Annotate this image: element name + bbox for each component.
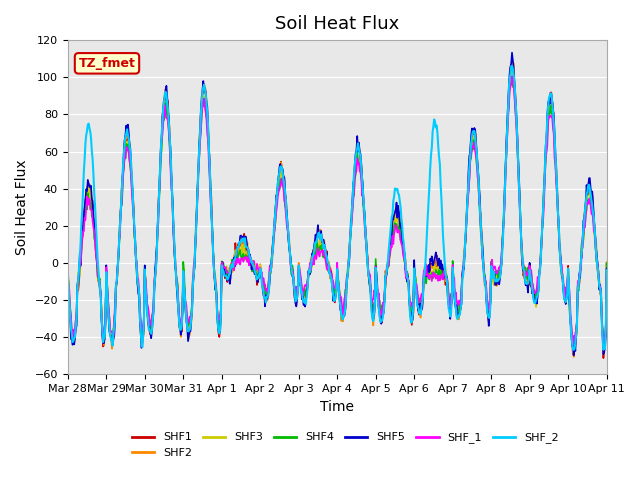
SHF_1 (426, 272, 434, 278)
SHF1 (600, 355, 607, 361)
Line: SHF5: SHF5 (68, 53, 640, 355)
SHF_2 (223, 274, 230, 280)
SHF2 (570, 354, 577, 360)
SHF3 (192, 227, 200, 232)
SHF5 (426, 256, 434, 262)
SHF_2 (444, 280, 451, 286)
SHF2 (192, 215, 200, 221)
SHF_2 (508, 63, 516, 69)
SHF4 (74, 278, 82, 284)
SHF4 (134, 282, 141, 288)
SHF2 (444, 277, 451, 283)
SHF3 (223, 264, 230, 269)
SHF3 (64, 265, 72, 271)
Line: SHF4: SHF4 (68, 76, 640, 347)
SHF1 (444, 274, 451, 279)
SHF2 (508, 57, 516, 62)
SHF5 (508, 50, 516, 56)
SHF1 (74, 288, 82, 293)
SHF_2 (570, 347, 577, 353)
SHF_1 (192, 226, 200, 231)
SHF4 (570, 344, 577, 349)
SHF_1 (64, 270, 72, 276)
SHF5 (74, 280, 82, 286)
Line: SHF_2: SHF_2 (68, 66, 640, 350)
SHF_2 (64, 268, 72, 274)
SHF1 (134, 277, 141, 283)
Line: SHF2: SHF2 (68, 60, 640, 357)
Line: SHF_1: SHF_1 (68, 76, 640, 345)
SHF3 (134, 272, 141, 277)
SHF1 (508, 60, 516, 66)
SHF_2 (74, 277, 82, 283)
SHF4 (426, 273, 434, 279)
Legend: SHF1, SHF2, SHF3, SHF4, SHF5, SHF_1, SHF_2: SHF1, SHF2, SHF3, SHF4, SHF5, SHF_1, SHF… (127, 428, 563, 462)
SHF2 (74, 287, 82, 292)
SHF2 (134, 280, 141, 286)
Text: TZ_fmet: TZ_fmet (79, 57, 136, 70)
Line: SHF1: SHF1 (68, 63, 640, 358)
X-axis label: Time: Time (320, 400, 354, 414)
SHF_1 (223, 269, 230, 275)
SHF3 (600, 343, 607, 349)
SHF_1 (569, 342, 577, 348)
SHF2 (426, 264, 434, 269)
SHF5 (64, 276, 72, 282)
SHF_2 (134, 279, 141, 285)
SHF_1 (508, 73, 516, 79)
SHF2 (223, 276, 230, 282)
SHF_2 (426, 165, 434, 170)
SHF1 (192, 228, 200, 234)
Line: SHF3: SHF3 (68, 70, 640, 346)
SHF4 (508, 73, 516, 79)
SHF1 (223, 275, 230, 280)
SHF3 (444, 276, 451, 281)
SHF4 (192, 226, 200, 231)
Title: Soil Heat Flux: Soil Heat Flux (275, 15, 399, 33)
SHF4 (444, 276, 451, 281)
SHF2 (64, 267, 72, 273)
SHF5 (134, 281, 141, 287)
SHF_1 (134, 275, 141, 281)
SHF4 (223, 276, 230, 282)
SHF5 (223, 276, 230, 281)
SHF1 (64, 266, 72, 272)
SHF5 (444, 279, 451, 285)
SHF5 (192, 222, 200, 228)
SHF3 (426, 271, 434, 276)
SHF4 (64, 272, 72, 277)
SHF3 (74, 270, 82, 276)
SHF5 (570, 352, 577, 358)
SHF1 (426, 267, 434, 273)
SHF_1 (444, 276, 451, 281)
SHF_1 (74, 276, 82, 282)
SHF_2 (192, 227, 200, 232)
Y-axis label: Soil Heat Flux: Soil Heat Flux (15, 159, 29, 255)
SHF3 (509, 67, 516, 73)
